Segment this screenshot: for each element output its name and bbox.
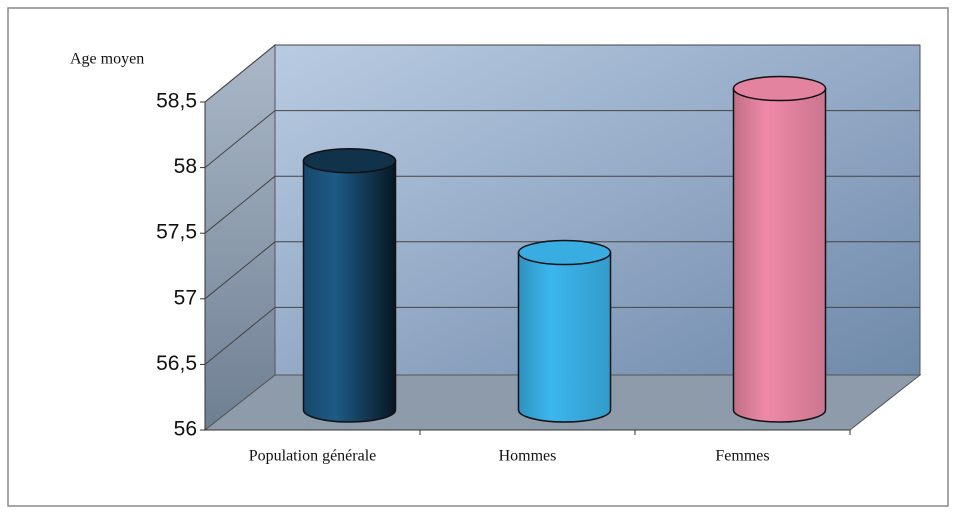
bar [302, 159, 397, 423]
bar [517, 251, 612, 423]
y-tick-label: 56,5 [156, 352, 197, 375]
side-wall [204, 43, 276, 432]
y-tick-label: 58,5 [156, 90, 197, 113]
y-tick-label: 57,5 [156, 221, 197, 244]
y-tick-label: 58 [174, 155, 197, 178]
bar-top [302, 147, 397, 174]
x-tick-label: Population générale [249, 448, 377, 465]
y-axis-label: Age moyen [70, 51, 144, 68]
x-tick-label: Femmes [715, 448, 769, 465]
grid-line [204, 110, 276, 168]
bar-top [517, 239, 612, 266]
x-tick-label: Hommes [499, 448, 557, 465]
grid-line [204, 44, 276, 103]
y-tick-label: 57 [174, 286, 197, 309]
grid-line [204, 241, 276, 300]
bar-top [732, 75, 827, 102]
grid-line [204, 175, 276, 234]
y-tick-label: 56 [174, 418, 197, 441]
grid-line [204, 307, 276, 365]
bar [732, 87, 827, 423]
